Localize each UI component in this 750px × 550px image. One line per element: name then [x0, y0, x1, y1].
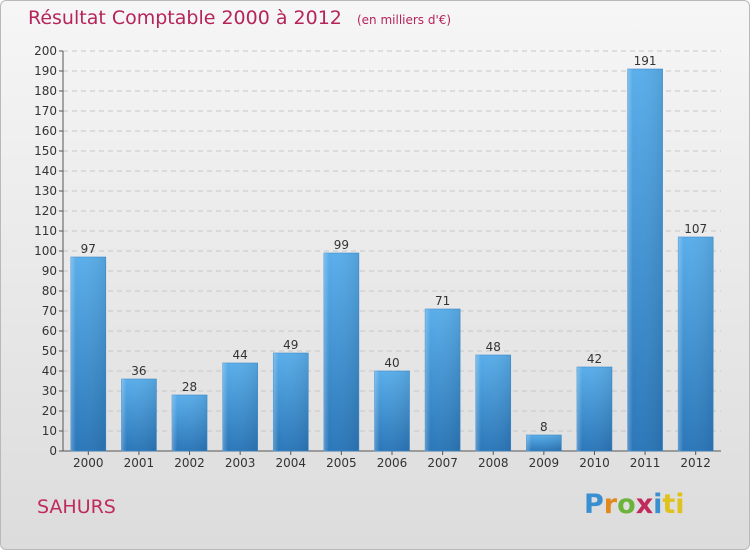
- x-tick-label: 2003: [225, 456, 256, 470]
- brand-letter: ti: [662, 489, 685, 520]
- bars: [70, 68, 714, 452]
- data-label: 48: [486, 340, 501, 354]
- data-label: 97: [81, 242, 96, 256]
- bar-highlight: [273, 353, 309, 451]
- x-tick-label: 2011: [630, 456, 661, 470]
- bar-highlight: [576, 367, 612, 451]
- y-tick-label: 80: [42, 284, 57, 298]
- x-tick-label: 2012: [680, 456, 711, 470]
- x-tick-label: 2000: [73, 456, 104, 470]
- x-tick-label: 2009: [529, 456, 560, 470]
- chart-subtitle: (en milliers d'€): [356, 13, 452, 27]
- x-tick-label: 2001: [124, 456, 155, 470]
- data-label: 36: [131, 364, 146, 378]
- bar-highlight: [70, 257, 106, 451]
- labels: 0 10 20 30 40 50 60 70 80 90 100 110 120 130 140 150 160…: [34, 44, 711, 470]
- bar-highlight: [678, 237, 714, 451]
- y-tick-label: 160: [34, 124, 57, 138]
- y-tick-label: 20: [42, 404, 57, 418]
- y-tick-label: 180: [34, 84, 57, 98]
- bar-highlight: [374, 371, 410, 451]
- brand-letter: o: [617, 489, 636, 520]
- y-tick-label: 60: [42, 324, 57, 338]
- y-tick-label: 190: [34, 64, 57, 78]
- data-label: 8: [540, 420, 548, 434]
- x-tick-label: 2005: [326, 456, 357, 470]
- chart-title: Résultat Comptable 2000 à 2012: [28, 7, 342, 29]
- y-tick-label: 100: [34, 244, 57, 258]
- bar-highlight: [172, 395, 208, 451]
- y-tick-label: 70: [42, 304, 57, 318]
- bar-highlight: [475, 355, 511, 451]
- x-tick-label: 2008: [478, 456, 509, 470]
- bar-highlight: [222, 363, 258, 451]
- brand-letter: x: [635, 489, 654, 520]
- data-label: 28: [182, 380, 197, 394]
- y-tick-label: 120: [34, 204, 57, 218]
- y-tick-label: 110: [34, 224, 57, 238]
- x-tick-label: 2010: [579, 456, 610, 470]
- x-tick-label: 2002: [174, 456, 205, 470]
- data-label: 40: [384, 356, 399, 370]
- y-tick-label: 130: [34, 184, 57, 198]
- y-tick-label: 90: [42, 264, 57, 278]
- data-label: 191: [634, 54, 657, 68]
- brand-letter: P: [584, 489, 604, 520]
- bar-highlight: [627, 69, 663, 451]
- y-tick-label: 150: [34, 144, 57, 158]
- y-tick-label: 0: [49, 444, 57, 458]
- x-tick-label: 2004: [275, 456, 306, 470]
- bar-highlight: [526, 435, 562, 451]
- x-tick-label: 2007: [427, 456, 458, 470]
- y-tick-label: 30: [42, 384, 57, 398]
- bar-highlight: [121, 379, 157, 451]
- data-label: 71: [435, 294, 450, 308]
- data-label: 107: [684, 222, 707, 236]
- bar-highlight: [323, 253, 359, 451]
- chart-title-block: Résultat Comptable 2000 à 2012 (en milli…: [28, 7, 451, 29]
- y-tick-label: 200: [34, 44, 57, 58]
- y-tick-label: 50: [42, 344, 57, 358]
- y-tick-label: 40: [42, 364, 57, 378]
- x-tick-label: 2006: [377, 456, 408, 470]
- y-tick-label: 10: [42, 424, 57, 438]
- brand-letter: r: [603, 489, 618, 520]
- brand-letter: i: [653, 489, 663, 520]
- data-label: 42: [587, 352, 602, 366]
- data-label: 49: [283, 338, 298, 352]
- y-tick-label: 170: [34, 104, 57, 118]
- data-label: 44: [233, 348, 248, 362]
- brand-logo: Proxiti: [584, 489, 685, 520]
- y-tick-label: 140: [34, 164, 57, 178]
- data-label: 99: [334, 238, 349, 252]
- bar-highlight: [425, 309, 461, 451]
- place-name: SAHURS: [37, 496, 116, 518]
